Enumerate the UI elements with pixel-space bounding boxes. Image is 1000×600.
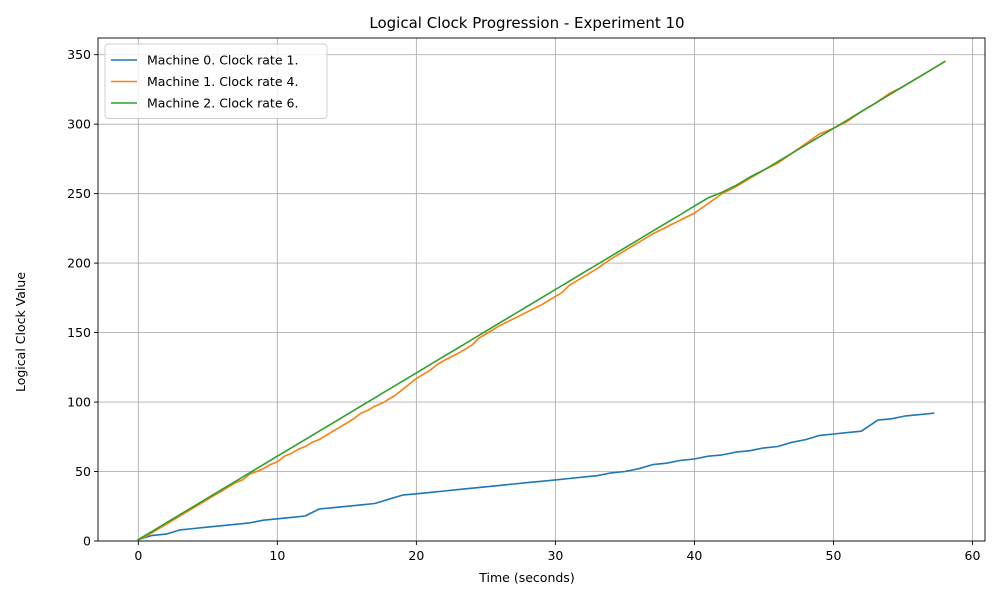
y-axis-label: Logical Clock Value — [13, 272, 28, 392]
chart-title: Logical Clock Progression - Experiment 1… — [369, 14, 684, 32]
legend-box — [104, 43, 328, 119]
x-tick-label: 30 — [547, 548, 563, 563]
y-tick-label: 100 — [67, 395, 91, 410]
legend-entry: Machine 0. Clock rate 1. — [147, 53, 298, 68]
x-axis-label: Time (seconds) — [478, 570, 574, 585]
y-tick-label: 300 — [67, 117, 91, 132]
legend-entry: Machine 1. Clock rate 4. — [147, 74, 298, 89]
x-tick-label: 0 — [134, 548, 142, 563]
legend: Machine 0. Clock rate 1. Machine 1. Clock… — [104, 43, 328, 119]
plot-area-frame — [97, 37, 986, 542]
series-line-machine-2 — [137, 60, 946, 541]
y-tick-label: 200 — [67, 256, 91, 271]
x-axis-ticks: 0 10 20 30 40 50 60 — [134, 541, 980, 563]
y-tick-label: 250 — [67, 186, 91, 201]
x-tick-label: 10 — [269, 548, 285, 563]
grid — [98, 38, 985, 542]
x-tick-label: 40 — [686, 548, 702, 563]
y-tick-label: 50 — [75, 464, 91, 479]
series-line-machine-1 — [137, 60, 946, 541]
x-tick-label: 60 — [965, 548, 981, 563]
x-tick-label: 50 — [826, 548, 842, 563]
y-axis-ticks: 0 50 100 150 200 250 300 350 — [67, 47, 98, 549]
y-tick-label: 150 — [67, 325, 91, 340]
x-tick-label: 20 — [408, 548, 424, 563]
y-tick-label: 0 — [83, 534, 91, 549]
series-line-machine-0 — [137, 412, 935, 541]
y-tick-label: 350 — [67, 47, 91, 62]
legend-entry: Machine 2. Clock rate 6. — [147, 96, 298, 111]
series-lines — [137, 60, 946, 541]
